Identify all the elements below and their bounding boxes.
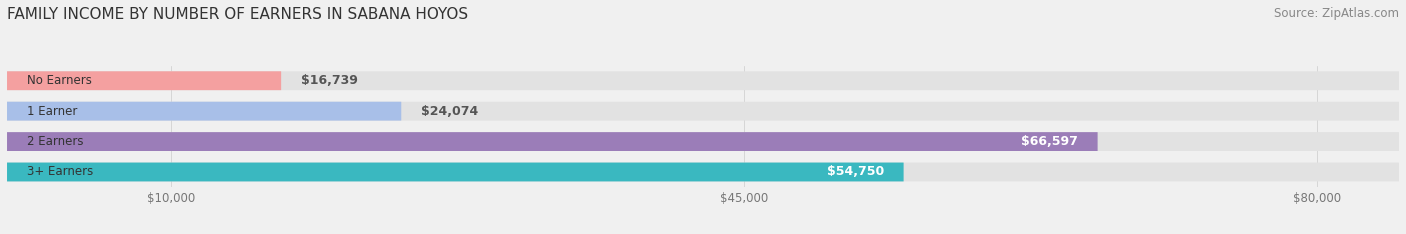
FancyBboxPatch shape (7, 132, 1399, 151)
FancyBboxPatch shape (7, 102, 1399, 121)
Text: $24,074: $24,074 (420, 105, 478, 118)
FancyBboxPatch shape (7, 132, 1098, 151)
FancyBboxPatch shape (7, 71, 281, 90)
FancyBboxPatch shape (7, 163, 904, 181)
Text: 3+ Earners: 3+ Earners (27, 165, 93, 179)
Text: $16,739: $16,739 (301, 74, 357, 87)
FancyBboxPatch shape (7, 102, 401, 121)
Text: $66,597: $66,597 (1021, 135, 1078, 148)
Text: Source: ZipAtlas.com: Source: ZipAtlas.com (1274, 7, 1399, 20)
Text: FAMILY INCOME BY NUMBER OF EARNERS IN SABANA HOYOS: FAMILY INCOME BY NUMBER OF EARNERS IN SA… (7, 7, 468, 22)
Text: $54,750: $54,750 (827, 165, 884, 179)
FancyBboxPatch shape (7, 163, 1399, 181)
Text: 2 Earners: 2 Earners (27, 135, 83, 148)
Text: 1 Earner: 1 Earner (27, 105, 77, 118)
FancyBboxPatch shape (7, 71, 1399, 90)
Text: No Earners: No Earners (27, 74, 91, 87)
